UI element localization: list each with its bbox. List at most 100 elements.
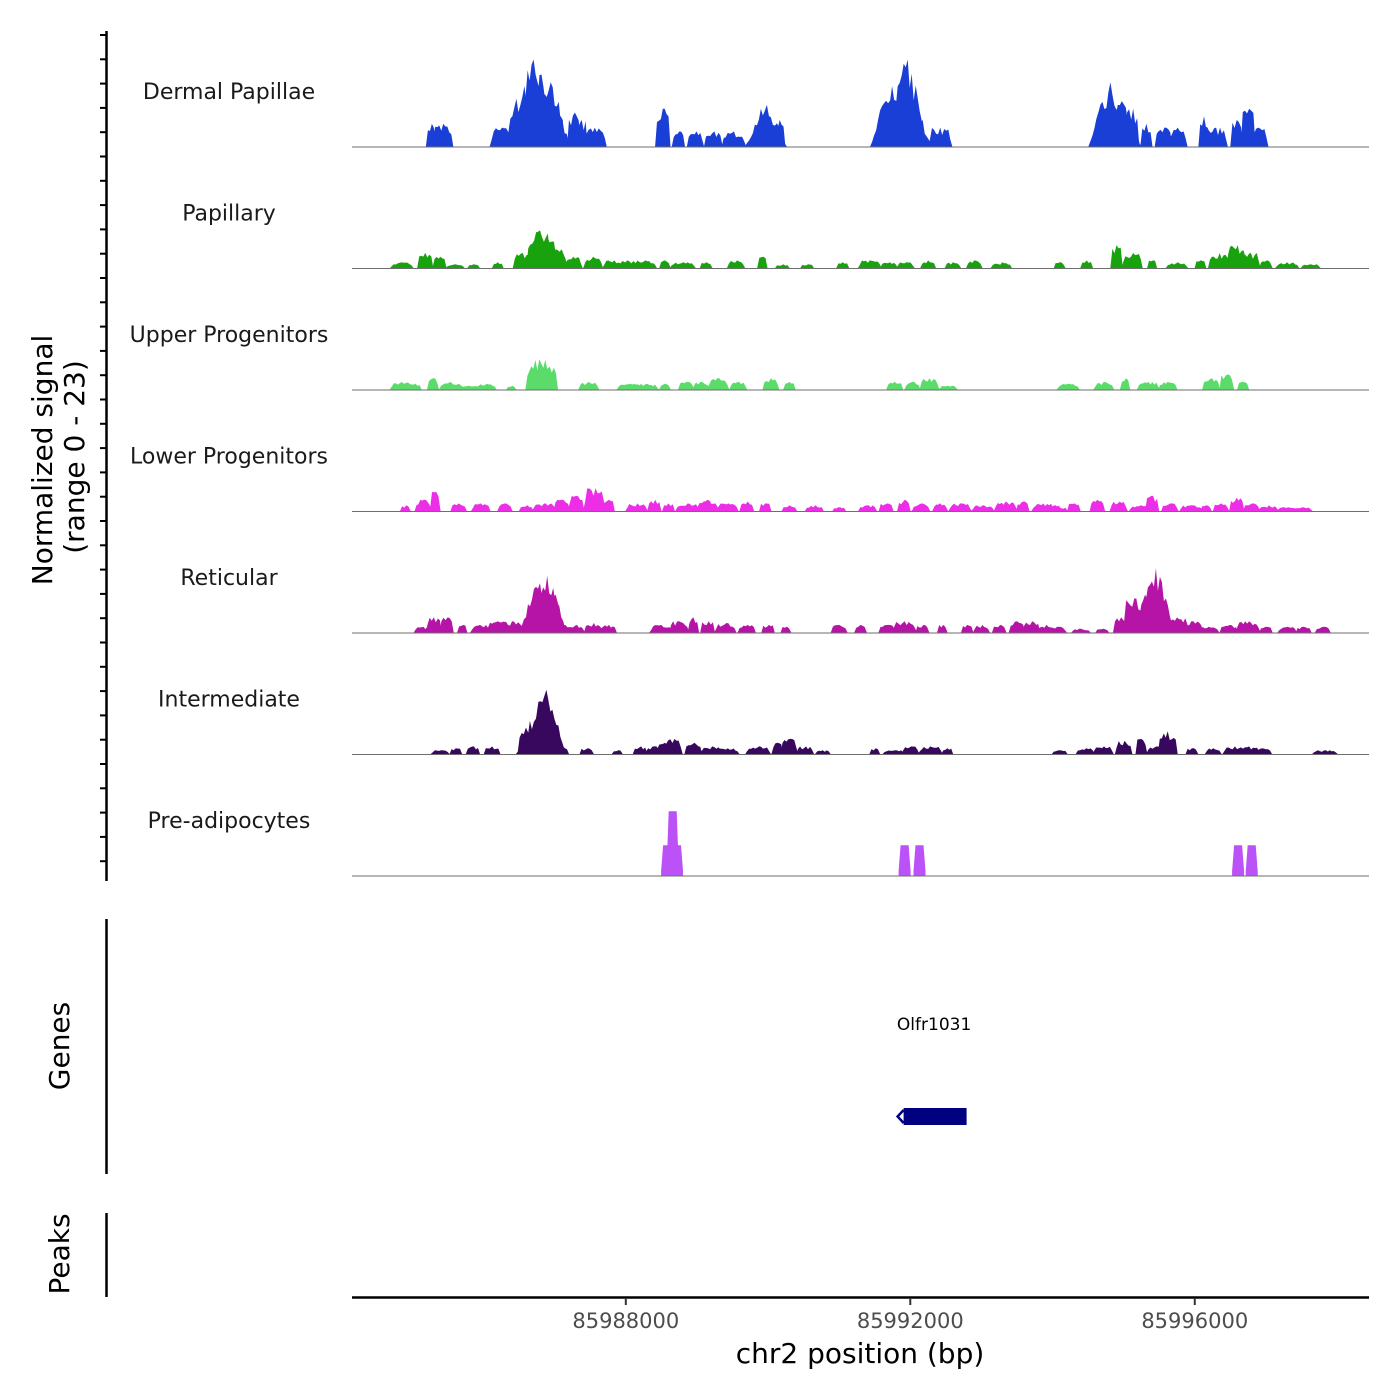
signal-peak [497,503,513,511]
signal-peak [1015,501,1030,511]
signal-peak [878,503,894,511]
signal-peak [664,738,683,754]
genes-panel-label: Genes [43,1002,76,1090]
signal-peak [699,262,713,268]
track-label: Upper Progenitors [130,323,329,348]
signal-peak [1259,626,1273,633]
signal-peak [678,381,695,390]
signal-peak [966,260,983,268]
signal-peak [1257,505,1279,511]
coverage-panel: Normalized signal (range 0 - 23) Dermal … [26,31,1369,881]
signal-peak [483,746,501,754]
signal-peak [1147,260,1158,268]
signal-peak [880,262,898,268]
signal-peak [729,381,748,390]
signal-peak [1080,260,1093,268]
signal-peak [616,383,642,390]
signal-peak [739,501,755,511]
signal-peak [780,738,799,754]
signal-peak [578,381,600,390]
signal-peak [647,499,662,511]
signal-peak [1110,245,1123,268]
signal-peak [632,746,648,754]
gene-strand-arrow [895,1109,905,1124]
signal-peak [541,249,568,268]
signal-peak [890,101,933,147]
x-tick-label: 85996000 [1141,1309,1248,1333]
signal-peak [1092,746,1114,754]
signal-peak [1230,120,1244,147]
signal-peak [897,499,911,511]
signal-peak [911,503,931,511]
signal-peak [1119,378,1131,390]
signal-peak [771,742,784,754]
signal-peak [915,624,930,633]
signal-peak [1312,750,1338,754]
signal-peak [425,617,442,633]
signal-peak [1056,383,1080,390]
signal-peak [1198,626,1220,633]
signal-peak [1165,262,1189,268]
signal-peak [671,845,683,876]
signal-peak [1235,621,1261,633]
x-axis: 85988000 85992000 85996000 chr2 position (… [352,1296,1369,1370]
signal-peak [948,503,972,511]
signal-peak [1314,626,1331,633]
signal-peak [727,260,746,268]
signal-peak [737,624,756,633]
signal-peak [1109,501,1128,511]
gene-olfr1031: Olfr1031 [895,1015,971,1125]
signal-peak [655,108,671,147]
signal-peak [913,845,926,876]
signal-peak [407,383,422,390]
track-papillary: Papillary [182,202,1369,269]
signal-peak [616,260,638,268]
signal-peak [1071,628,1091,633]
signal-peak [781,505,798,511]
signal-peak [1114,740,1133,754]
signal-peak [830,624,848,633]
track-pre-adipocytes: Pre-adipocytes [148,809,1369,877]
track-label: Pre-adipocytes [148,809,311,834]
signal-peak [554,116,565,147]
track-label: Intermediate [158,688,300,713]
signal-peak [904,381,921,390]
signal-peak [1093,381,1115,390]
signal-peak [625,503,648,511]
signal-peak [992,624,1007,633]
signal-peak [721,131,747,147]
signal-peak [990,262,1012,268]
signal-peak [579,748,594,754]
coverage-tracks: Dermal Papillae Papillary Upper Progenitor… [130,59,1369,877]
signal-peak [1137,381,1160,390]
signal-peak [1275,262,1300,268]
signal-peak [1290,507,1313,511]
signal-peak [1246,127,1269,147]
signal-peak [439,381,463,390]
genes-panel: Genes Olfr1031 [43,919,971,1174]
signal-peak [1154,127,1173,147]
signal-peak [1121,252,1143,268]
signal-peak [932,503,948,511]
signal-peak [854,624,867,633]
track-label: Reticular [180,566,278,591]
signal-peak [1243,503,1261,511]
signal-peak [554,746,569,754]
gene-exon [903,1108,967,1125]
signal-peak [1194,260,1207,268]
signal-peak [759,503,772,511]
signal-peak [1164,617,1190,633]
coverage-y-axis-range: (range 0 - 23) [58,360,91,554]
signal-peak [669,262,696,268]
signal-peak [762,378,780,390]
signal-peak [450,503,467,511]
gene-label: Olfr1031 [897,1015,971,1035]
signal-peak [1075,748,1095,754]
signal-peak [567,624,585,633]
track-reticular: Reticular [180,566,1369,634]
signal-peak [547,594,562,633]
signal-peak [390,262,414,268]
signal-peak [1008,621,1026,633]
signal-peak [783,381,796,390]
signal-peak [684,742,703,754]
